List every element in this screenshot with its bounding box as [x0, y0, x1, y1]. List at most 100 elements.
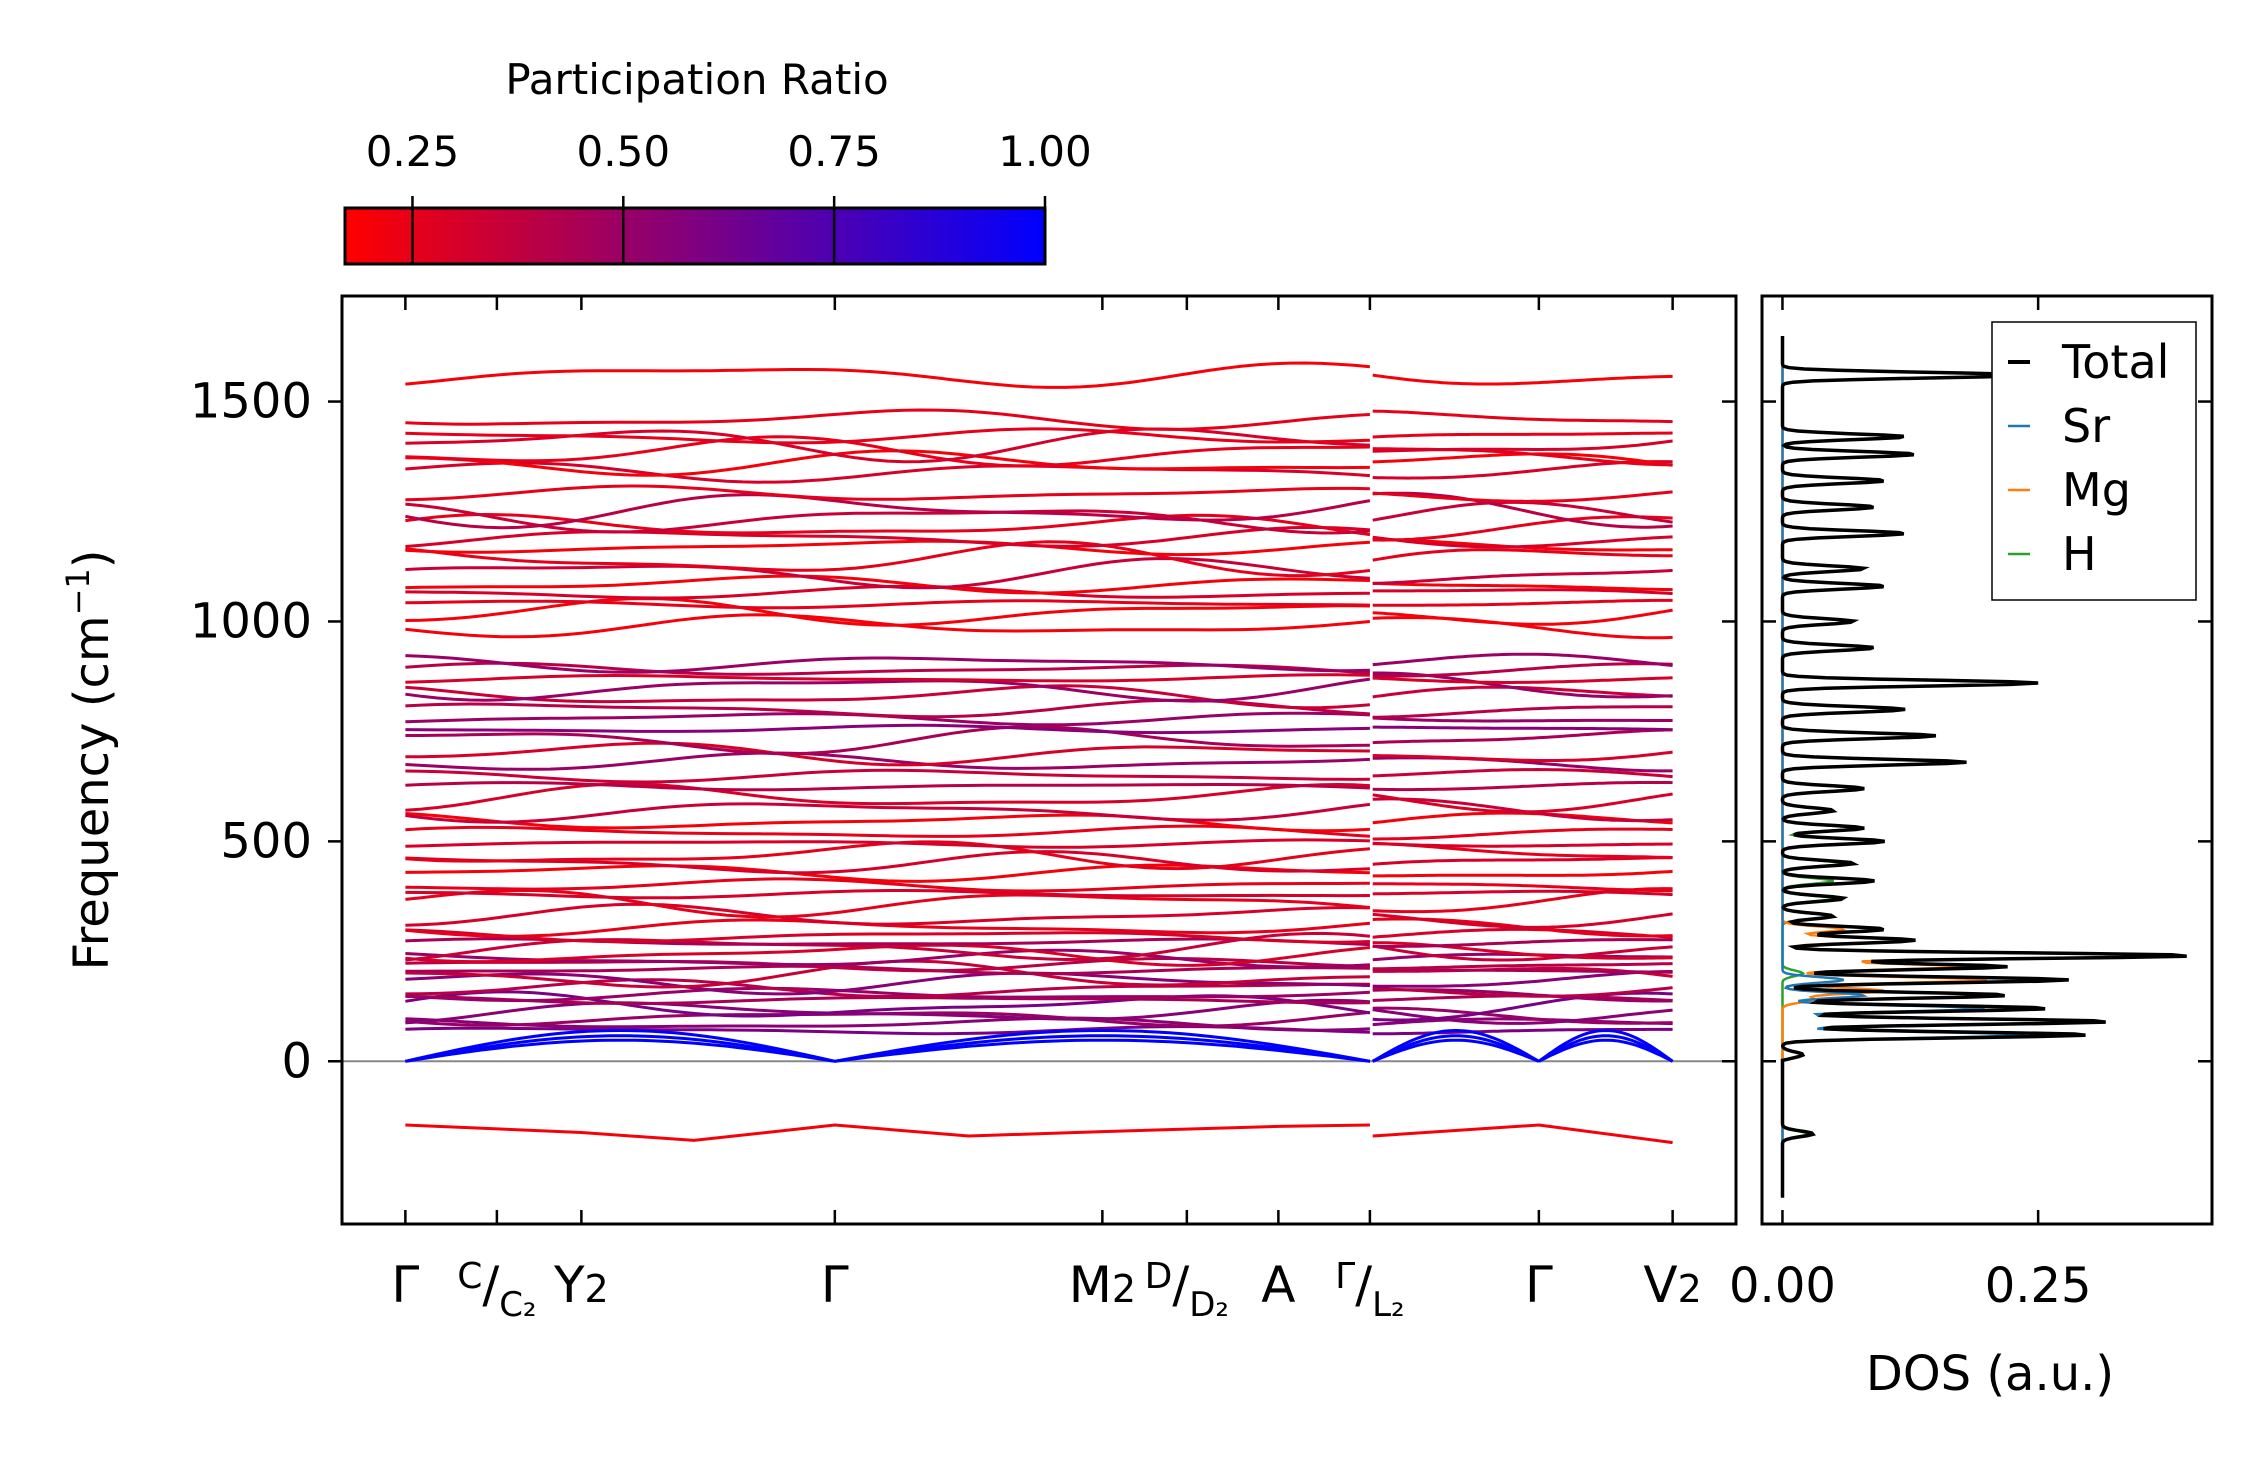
optical-band	[1372, 750, 1673, 762]
optical-band	[1372, 409, 1673, 424]
colorbar: Participation Ratio 0.25 0.50 0.75 1.00	[343, 55, 1092, 266]
optical-band	[405, 889, 1370, 900]
optical-band	[405, 435, 1370, 468]
optical-band	[405, 427, 1370, 464]
optical-band	[405, 840, 1371, 871]
optical-band	[1372, 568, 1673, 585]
dos-x-tick-label: 0.00	[1729, 1258, 1836, 1314]
band-axes-frame	[340, 294, 1738, 1226]
colorbar-tick-label: 0.25	[366, 127, 460, 176]
optical-band	[405, 574, 1370, 595]
optical-band	[405, 597, 1370, 627]
acoustic-band	[1538, 1034, 1674, 1063]
dos-axes-frame	[1760, 294, 2214, 1226]
acoustic-band	[834, 1038, 1371, 1063]
x-tick-compound-label: D/D₂	[1145, 1256, 1229, 1325]
optical-band	[405, 361, 1371, 389]
acoustic-band	[1371, 1028, 1540, 1063]
optical-band	[405, 673, 1370, 684]
x-tick-label: Γ	[391, 1256, 419, 1314]
optical-band	[405, 978, 1370, 998]
x-tick-label: M2	[1069, 1256, 1136, 1314]
optical-band	[1372, 548, 1673, 562]
optical-band	[405, 512, 1371, 537]
optical-band	[405, 449, 1370, 477]
optical-band	[405, 957, 1370, 973]
x-tick-label: Γ	[1525, 1256, 1553, 1314]
acoustic-band	[1372, 1034, 1540, 1063]
optical-band	[1372, 439, 1673, 453]
optical-band	[405, 751, 1370, 771]
optical-band	[405, 599, 1370, 610]
optical-band	[1372, 652, 1673, 667]
optical-band	[1372, 608, 1673, 626]
optical-band	[1372, 676, 1673, 684]
x-tick-label: A	[1261, 1256, 1295, 1314]
acoustic-band	[405, 1034, 836, 1063]
optical-band	[1372, 1008, 1673, 1025]
optical-band	[1372, 716, 1673, 723]
optical-band	[405, 484, 1370, 502]
colorbar-tick-label: 0.75	[787, 127, 881, 176]
legend-label: Total	[2061, 335, 2169, 389]
optical-band	[1372, 827, 1673, 841]
acoustic-band	[405, 1038, 836, 1063]
optical-band	[1372, 912, 1673, 929]
optical-band	[1372, 1027, 1673, 1036]
optical-band	[1372, 1006, 1673, 1025]
optical-band	[405, 948, 1370, 969]
optical-band	[405, 812, 1370, 833]
optical-band	[1372, 967, 1673, 974]
acoustic-band	[405, 1028, 836, 1063]
legend-label: Mg	[2062, 463, 2131, 517]
optical-band	[1372, 725, 1673, 732]
optical-band	[1372, 841, 1673, 848]
optical-band	[1372, 615, 1673, 640]
optical-band	[405, 654, 1370, 674]
dos-x-tick-label: 0.25	[1985, 1258, 2092, 1314]
optical-band	[405, 998, 1370, 1025]
optical-band	[1372, 927, 1673, 939]
optical-band	[1372, 781, 1673, 792]
optical-band	[1372, 490, 1673, 503]
optical-band	[405, 838, 1370, 849]
optical-band	[1372, 491, 1673, 529]
optical-band	[1372, 431, 1673, 439]
dos-panel: 0.00 0.25 DOS (a.u.) Total Sr Mg H	[1729, 294, 2214, 1402]
y-axis-label: Frequency (cm−1)	[59, 549, 120, 970]
optical-band	[1372, 938, 1673, 948]
y-tick-label: 500	[220, 813, 312, 869]
acoustic-band	[834, 1034, 1371, 1063]
optical-band	[405, 427, 1370, 445]
optical-band	[1372, 869, 1673, 878]
acoustic-band	[834, 1028, 1371, 1063]
y-tick-label: 1500	[190, 374, 312, 430]
acoustic-band	[1538, 1038, 1674, 1063]
y-tick-label: 0	[281, 1033, 312, 1089]
acoustic-band	[1372, 1038, 1540, 1063]
x-tick-label: Γ	[821, 1256, 849, 1314]
optical-band	[1372, 882, 1673, 893]
optical-band	[405, 556, 1371, 590]
optical-band	[405, 725, 1370, 756]
optical-band	[405, 824, 1370, 838]
band-structure-panel: 0 500 1000 1500 Γ Y2 Γ M2 A Γ V2 C/C₂ D/D₂ Γ/L₂ Frequ…	[59, 294, 1738, 1325]
optical-band	[405, 877, 1370, 893]
optical-band	[405, 902, 1370, 927]
optical-band	[1372, 598, 1673, 607]
optical-band	[405, 802, 1371, 824]
optical-band	[1372, 986, 1673, 998]
optical-band	[405, 741, 1370, 767]
legend-label: H	[2062, 527, 2097, 581]
optical-band	[405, 408, 1370, 431]
optical-band	[1372, 970, 1673, 988]
optical-band	[405, 768, 1370, 784]
optical-band	[405, 781, 1370, 792]
optical-band	[1372, 767, 1673, 779]
dos-line-total	[1780, 336, 2187, 1198]
optical-band	[1372, 728, 1673, 745]
optical-band	[1372, 515, 1673, 542]
colorbar-tick-label: 1.00	[998, 127, 1092, 176]
optical-band	[1372, 373, 1673, 386]
